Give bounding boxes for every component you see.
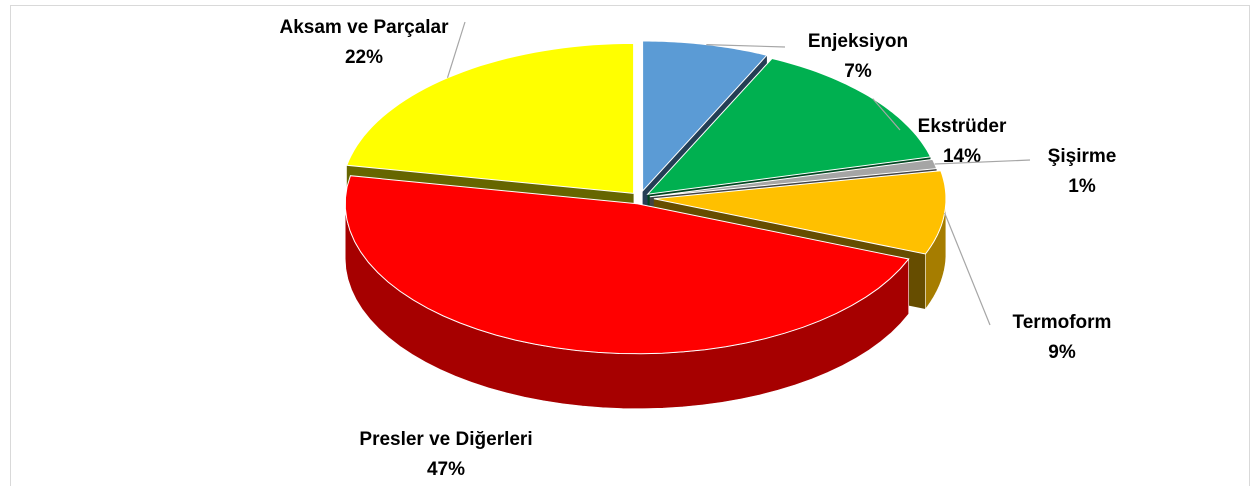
pie-tops — [344, 40, 947, 355]
slice-percent: 1% — [1068, 176, 1096, 197]
slice-percent: 47% — [427, 459, 465, 480]
slice-label: Aksam ve Parçalar — [279, 17, 449, 38]
slice-percent: 14% — [943, 146, 981, 167]
slice-label: Şişirme — [1048, 146, 1117, 167]
slice-label: Presler ve Diğerleri — [359, 429, 532, 450]
leader-line — [872, 98, 901, 131]
leader-line — [944, 212, 991, 326]
slice-label: Enjeksiyon — [808, 31, 908, 52]
slice-percent: 9% — [1048, 342, 1076, 363]
leader-line — [446, 21, 466, 78]
leader-line — [934, 159, 1031, 165]
pie-labels: Enjeksiyon 7% Ekstrüder 14% Şişirme 1% Termofo… — [279, 17, 1116, 480]
slice-label: Termoform — [1013, 312, 1112, 333]
slice-percent: 7% — [844, 61, 872, 82]
pie-slice — [344, 175, 910, 355]
slice-percent: 22% — [345, 47, 383, 68]
leader-line — [706, 44, 786, 48]
slice-label: Ekstrüder — [918, 116, 1007, 137]
